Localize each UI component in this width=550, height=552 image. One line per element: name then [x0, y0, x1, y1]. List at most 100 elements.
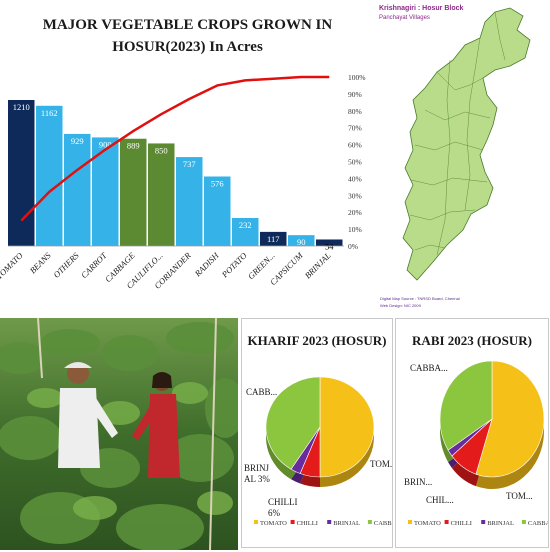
- pie-slice-label: 6%: [268, 508, 281, 518]
- legend-label: CABBAGE: [374, 520, 392, 527]
- pie-slice-cabbage: [439, 360, 493, 451]
- y2-tick-label: 0%: [348, 242, 358, 251]
- category-label: OTHERS: [51, 250, 81, 280]
- y2-tick-label: 80%: [348, 107, 362, 116]
- bar-brinjal: [316, 239, 343, 246]
- legend-swatch: [408, 520, 412, 524]
- bar-value-label: 1210: [13, 102, 30, 112]
- legend-label: CHILLI: [451, 520, 472, 527]
- legend-label: TOMATO: [260, 520, 287, 527]
- bar-carrot: [92, 137, 119, 246]
- category-label: BEANS: [28, 250, 54, 276]
- map-title: Krishnagiri : Hosur Block: [379, 5, 464, 12]
- bar-beans: [36, 105, 63, 246]
- map-boundary-9: [494, 11, 506, 61]
- legend-swatch: [290, 520, 295, 524]
- farmer-man: [58, 362, 118, 468]
- bar-coriander: [176, 157, 203, 246]
- legend-swatch: [481, 520, 486, 524]
- map-boundary-3: [414, 141, 484, 151]
- pie-slice-label: AL 3%: [244, 474, 270, 484]
- rabi-title: RABI 2023 (HOSUR): [412, 333, 532, 348]
- cumulative-percent-line: [20, 75, 330, 222]
- bar-value-label: 576: [211, 178, 224, 188]
- map-boundary-4: [410, 177, 488, 186]
- pie-slice-label: CABB...: [246, 387, 277, 397]
- kharif-pie-panel: KHARIF 2023 (HOSUR) TOM...CHILLI6%BRINJA…: [241, 318, 405, 548]
- legend-label: CABBAGE: [528, 520, 548, 527]
- legend-swatch: [254, 520, 258, 524]
- legend-swatch: [367, 520, 372, 524]
- pie-slice-label: TOM...: [506, 491, 533, 501]
- y2-tick-label: 10%: [348, 225, 362, 234]
- pie-slice-label: CABBA...: [410, 363, 448, 373]
- bar-value-label: 117: [267, 234, 279, 244]
- field-photo-illustration: [0, 318, 238, 550]
- rabi-pie-panel: RABI 2023 (HOSUR) TOM... CHIL... BRIN... CA…: [395, 318, 550, 548]
- map-boundary-6: [414, 244, 446, 251]
- pie-slice-label: CHIL...: [426, 495, 454, 505]
- pie-slice-cabbage: [265, 376, 321, 470]
- rabi-pie-chart: TOM... CHIL... BRIN... CABBA... TOMATO CHILLI…: [404, 360, 550, 527]
- bar-radish: [204, 176, 231, 246]
- category-label: TOMATO: [0, 250, 25, 281]
- map-subtitle: Panchayat Villages: [379, 15, 430, 21]
- bar-value-label: 889: [127, 141, 140, 151]
- category-label: RADISH: [192, 250, 221, 279]
- y2-tick-label: 70%: [348, 124, 362, 133]
- pie-slice-tomato: [319, 376, 375, 478]
- y2-tick-label: 100%: [348, 73, 366, 82]
- legend-swatch: [521, 520, 526, 524]
- category-label: BRINJAL: [303, 250, 333, 280]
- map-boundary-1: [436, 71, 484, 91]
- kharif-title: KHARIF 2023 (HOSUR): [247, 333, 387, 348]
- pie-slice-label: BRIN...: [404, 477, 432, 487]
- legend-label: BRINJAL: [487, 520, 514, 527]
- map-region: [402, 7, 531, 281]
- bar-others: [64, 133, 91, 246]
- category-label: POTATO: [219, 250, 249, 280]
- map-credit-design: Web Design: NIC 2009: [380, 303, 421, 308]
- bar-tomato: [8, 100, 35, 246]
- pie-slice-label: BRINJ: [244, 463, 270, 473]
- hosur-block-map: Krishnagiri : Hosur Block Panchayat Vill…: [375, 0, 550, 315]
- legend-swatch: [444, 520, 449, 524]
- y2-tick-label: 90%: [348, 90, 362, 99]
- pareto-chart: MAJOR VEGETABLE CROPS GROWN IN HOSUR(202…: [0, 0, 375, 315]
- bar-value-label: 929: [71, 136, 84, 146]
- pie-slice-label: TOM...: [370, 459, 392, 469]
- bar-cabbage: [120, 138, 147, 246]
- y2-tick-label: 30%: [348, 191, 362, 200]
- bar-value-label: 737: [183, 159, 196, 169]
- pie-slice-label: CHILLI: [268, 497, 298, 507]
- farmer-woman: [132, 372, 180, 478]
- bar-value-label: 1162: [41, 108, 58, 118]
- y2-tick-label: 50%: [348, 158, 362, 167]
- field-photo: [0, 318, 238, 550]
- map-boundary-7: [436, 59, 451, 256]
- bar-green: [260, 231, 287, 246]
- map-credit-source: Digital Map Source : TNRSD Board, Chenna…: [380, 296, 460, 301]
- bar-value-label: 850: [155, 145, 168, 155]
- y2-tick-label: 60%: [348, 141, 362, 150]
- legend-label: TOMATO: [414, 520, 441, 527]
- legend-label: BRINJAL: [333, 520, 360, 527]
- y2-tick-label: 40%: [348, 174, 362, 183]
- bar-value-label: 900: [99, 139, 112, 149]
- chart-title: MAJOR VEGETABLE CROPS GROWN IN HOSUR(202…: [42, 17, 333, 55]
- bar-chart-svg: 1210TOMATO1162BEANS929OTHERS900CARROT889…: [0, 73, 366, 291]
- bar-value-label: 90: [297, 237, 306, 247]
- y2-tick-label: 20%: [348, 208, 362, 217]
- bar-value-label: 54: [325, 241, 334, 251]
- bar-cauliflo: [148, 143, 175, 246]
- bar-value-label: 232: [239, 220, 252, 230]
- bar-capsicum: [288, 235, 315, 246]
- map-boundary-8: [464, 37, 481, 211]
- pie-slice-tomato: [475, 360, 545, 478]
- map-boundary-2: [424, 109, 491, 121]
- legend-swatch: [327, 520, 332, 524]
- legend-label: CHILLI: [297, 520, 318, 527]
- map-shape: [402, 7, 531, 281]
- map-boundary-5: [409, 209, 476, 221]
